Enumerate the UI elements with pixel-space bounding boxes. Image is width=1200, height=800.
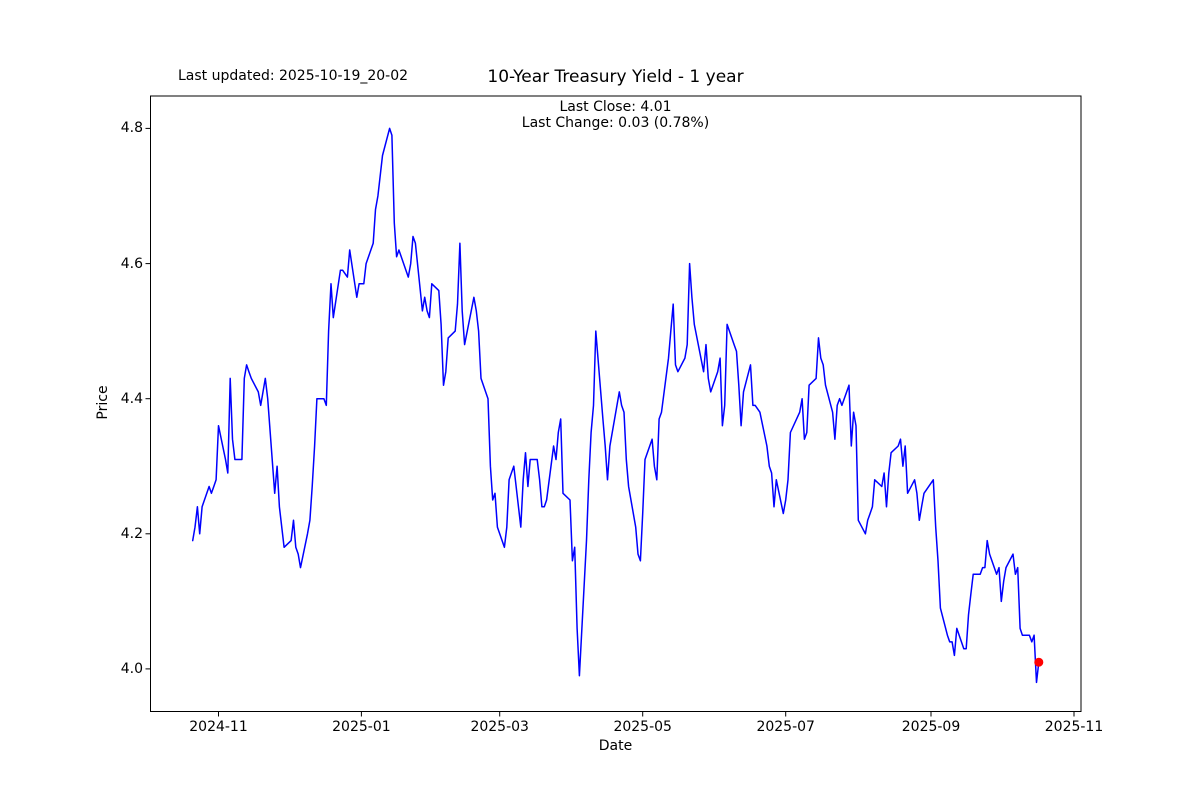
last-updated-text: Last updated: 2025-10-19_20-02 <box>178 68 409 84</box>
x-tick-label: 2025-03 <box>470 719 529 735</box>
chart-title: 10-Year Treasury Yield - 1 year <box>487 67 744 87</box>
x-tick-label: 2025-09 <box>901 719 961 735</box>
price-line-series <box>191 127 1040 684</box>
x-tick-label: 2025-01 <box>332 719 391 735</box>
y-tick-label: 4.2 <box>120 525 143 542</box>
x-tick-label: 2025-05 <box>613 719 672 735</box>
axes-spines <box>150 95 1082 712</box>
last-close-marker <box>1034 657 1044 667</box>
tick-marks <box>145 127 1075 717</box>
y-tick-label: 4.6 <box>120 255 143 272</box>
x-tick-label: 2025-07 <box>756 719 815 735</box>
x-tick-label: 2025-11 <box>1044 719 1104 735</box>
y-tick-label: 4.8 <box>120 120 143 137</box>
y-tick-label: 4.0 <box>120 660 143 677</box>
y-tick-label: 4.4 <box>120 390 143 407</box>
annotation-last-change: Last Change: 0.03 (0.78%) <box>521 115 710 131</box>
x-axis-label: Date <box>598 738 633 754</box>
annotation-last-close: Last Close: 4.01 <box>559 99 672 115</box>
x-tick-label: 2024-11 <box>189 719 248 735</box>
